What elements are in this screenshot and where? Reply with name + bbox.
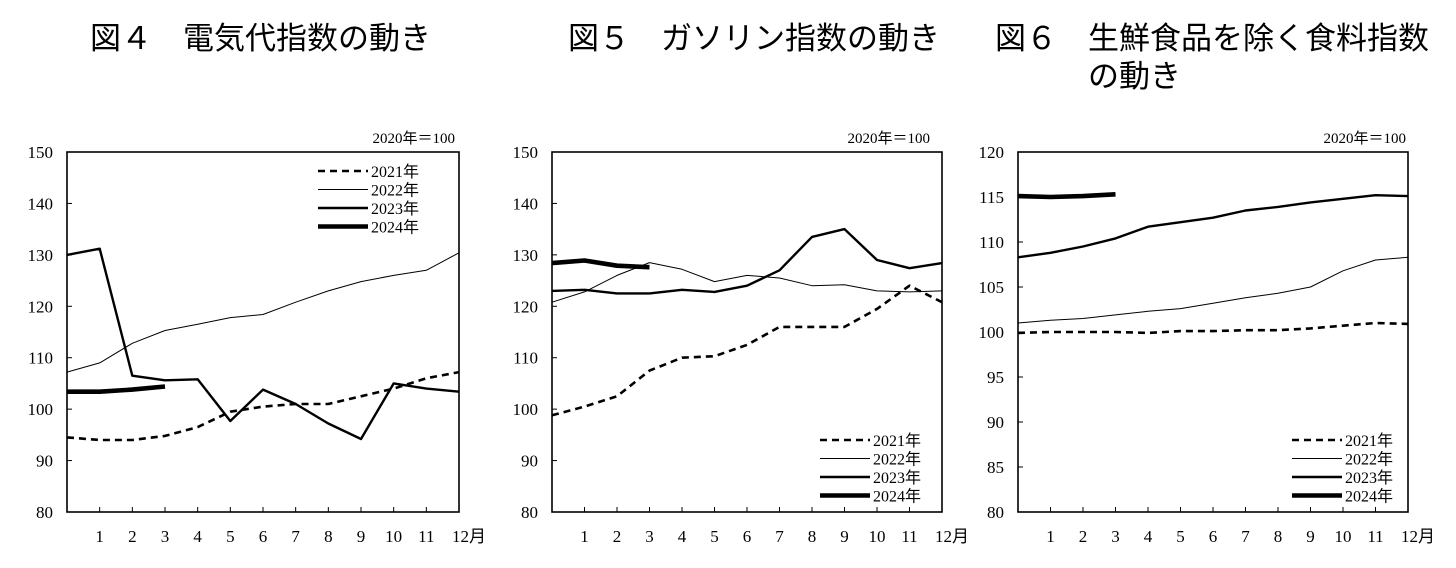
chart3-x-tick-label: 4: [1144, 527, 1153, 546]
chart1-title: 図４ 電気代指数の動き: [90, 21, 431, 57]
chart1-x-tick-label: 9: [357, 527, 366, 546]
chart2-legend-label: 2021年: [873, 432, 921, 450]
chart3-y-tick-label: 95: [987, 368, 1004, 387]
chart2-x-tick-label: 5: [710, 527, 719, 546]
chart1-x-tick-label: 3: [161, 527, 170, 546]
chart2-x-tick-label: 12月: [935, 527, 969, 546]
chart3-x-tick-label: 11: [1367, 527, 1383, 546]
chart2-y-tick-label: 140: [513, 194, 539, 213]
chart2-y-tick-label: 150: [513, 143, 539, 162]
chart3-x-tick-label: 12月: [1401, 527, 1435, 546]
chart2-x-tick-label: 3: [645, 527, 654, 546]
chart2-y-tick-label: 80: [521, 503, 538, 522]
chart1-y-tick-label: 100: [28, 400, 54, 419]
chart3-x-tick-label: 5: [1176, 527, 1185, 546]
chart1-x-tick-label: 10: [385, 527, 402, 546]
chart1-x-tick-label: 4: [193, 527, 202, 546]
chart3-y-tick-label: 105: [979, 278, 1005, 297]
chart2-x-tick-label: 4: [678, 527, 687, 546]
chart2-x-tick-label: 8: [808, 527, 817, 546]
chart1-legend-label: 2022年: [371, 182, 419, 200]
chart3-x-tick-label: 3: [1111, 527, 1120, 546]
chart1-series-2023: [66, 247, 460, 441]
chart1-x-tick-label: 5: [226, 527, 235, 546]
chart1-y-tick-label: 150: [28, 143, 54, 162]
chart1-legend-label: 2023年: [371, 200, 419, 218]
chart3-title-line2: の動き: [1088, 59, 1181, 95]
chart2-series-2022: [551, 262, 943, 303]
chart3-series-2023: [1017, 193, 1409, 259]
chart2-x-tick-label: 9: [840, 527, 849, 546]
chart3-y-tick-label: 120: [979, 143, 1005, 162]
chart2-x-tick-label: 7: [775, 527, 784, 546]
chart2-y-tick-label: 110: [513, 349, 538, 368]
chart3-y-tick-label: 100: [979, 323, 1005, 342]
chart3-legend-label: 2023年: [1345, 469, 1393, 487]
chart3-x-tick-label: 2: [1079, 527, 1088, 546]
chart2-series-2024: [551, 258, 650, 270]
chart1-series-2024: [67, 384, 166, 395]
chart1-x-tick-label: 2: [128, 527, 137, 546]
chart2-y-tick-label: 120: [513, 297, 539, 316]
chart1-y-tick-label: 80: [36, 503, 53, 522]
chart2-series-2021: [551, 284, 943, 417]
chart3-y-tick-label: 110: [979, 233, 1004, 252]
chart2-x-tick-label: 11: [901, 527, 917, 546]
chart3-y-tick-label: 115: [979, 188, 1004, 207]
chart3-x-tick-label: 1: [1046, 527, 1055, 546]
chart3-legend-label: 2022年: [1345, 451, 1393, 469]
chart1-y-tick-label: 90: [36, 452, 53, 471]
chart1-x-tick-label: 12月: [452, 527, 486, 546]
chart2-x-tick-label: 6: [743, 527, 752, 546]
chart3-x-tick-label: 10: [1335, 527, 1352, 546]
chart2-x-tick-label: 1: [580, 527, 589, 546]
chart3-x-tick-label: 8: [1274, 527, 1283, 546]
chart1-x-tick-label: 7: [291, 527, 300, 546]
chart2-legend-label: 2024年: [873, 488, 921, 506]
chart1-y-tick-label: 110: [28, 349, 53, 368]
chart2-x-tick-label: 2: [613, 527, 622, 546]
chart2-title: 図５ ガソリン指数の動き: [568, 21, 940, 57]
chart2-base-note: 2020年＝100: [847, 130, 930, 147]
chart2-y-tick-label: 130: [513, 246, 539, 265]
chart1-y-tick-label: 130: [28, 246, 54, 265]
chart3-title: 図６ 生鮮食品を除く食料指数: [995, 21, 1429, 57]
chart1-series-2022: [66, 252, 460, 373]
chart3-x-tick-label: 9: [1306, 527, 1315, 546]
chart1-y-tick-label: 120: [28, 297, 54, 316]
chart3-x-tick-label: 6: [1209, 527, 1218, 546]
chart1-x-tick-label: 8: [324, 527, 333, 546]
chart1-legend-label: 2024年: [371, 219, 419, 237]
chart3-x-tick-label: 7: [1241, 527, 1250, 546]
chart3-legend-label: 2021年: [1345, 432, 1393, 450]
chart2-legend-label: 2022年: [873, 451, 921, 469]
chart2-x-tick-label: 10: [869, 527, 886, 546]
chart1-series-2021: [66, 370, 460, 442]
chart1-y-tick-label: 140: [28, 194, 54, 213]
chart3-series-2024: [1017, 192, 1116, 200]
chart1-x-tick-label: 1: [95, 527, 104, 546]
chart3-legend-label: 2024年: [1345, 488, 1393, 506]
chart3-y-tick-label: 85: [987, 458, 1004, 477]
chart3-y-tick-label: 90: [987, 413, 1004, 432]
chart1-x-tick-label: 11: [418, 527, 434, 546]
chart2-y-tick-label: 90: [521, 452, 538, 471]
chart2-y-tick-label: 100: [513, 400, 539, 419]
chart1-x-tick-label: 6: [259, 527, 268, 546]
chart3-series-2021: [1017, 321, 1409, 335]
chart3-base-note: 2020年＝100: [1323, 130, 1406, 147]
chart1-base-note: 2020年＝100: [372, 130, 455, 147]
chart3-series-2022: [1017, 256, 1409, 324]
chart1-legend-label: 2021年: [371, 163, 419, 181]
chart2-legend-label: 2023年: [873, 469, 921, 487]
chart3-y-tick-label: 80: [987, 503, 1004, 522]
chart2-series-2023: [551, 227, 943, 295]
